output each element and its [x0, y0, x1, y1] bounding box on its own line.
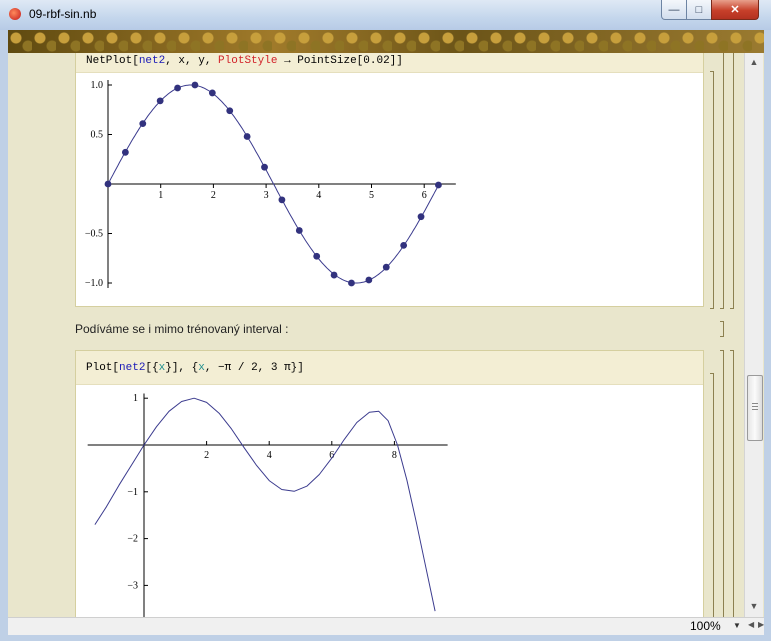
symbol-net2: net2	[119, 361, 146, 374]
mathematica-app-icon	[9, 8, 21, 20]
training-point	[261, 163, 268, 171]
cell-bracket[interactable]	[720, 350, 724, 617]
cell-group-bracket[interactable]	[730, 350, 734, 617]
training-point	[174, 84, 181, 92]
training-point	[295, 227, 303, 234]
zoom-dropdown-icon[interactable]: ▼	[733, 621, 741, 630]
grip-line	[752, 403, 758, 404]
cell-bracket[interactable]	[720, 53, 724, 309]
window-title: 09-rbf-sin.nb	[29, 7, 97, 21]
y-tick-label: −0.5	[85, 229, 103, 240]
training-point	[208, 89, 216, 97]
symbol-net2: net2	[138, 55, 166, 67]
training-point	[243, 133, 251, 140]
training-point	[278, 196, 286, 204]
token: }], {	[165, 361, 199, 374]
training-point	[156, 97, 164, 105]
y-tick-label: −3	[127, 580, 138, 591]
x-tick-label: 6	[422, 190, 427, 201]
y-tick-label: 1.0	[91, 80, 104, 91]
training-point	[121, 148, 129, 156]
training-point	[365, 276, 373, 284]
cell-bracket[interactable]	[720, 321, 724, 337]
close-icon: ✕	[730, 4, 740, 16]
minimize-button[interactable]: —	[661, 0, 687, 20]
input-cell-1[interactable]: NetPlot[net2, x, y, PlotStyle → PointSiz…	[76, 53, 703, 73]
scrollbar-thumb[interactable]	[747, 375, 763, 441]
fn-plot: Plot	[86, 361, 113, 374]
window-frame-right	[764, 30, 771, 635]
training-point	[139, 120, 147, 128]
maximize-button[interactable]: □	[686, 0, 712, 20]
net2-curve	[94, 397, 436, 612]
input-cell-2[interactable]: Plot[net2[{x}], {x, −π / 2, 3 π}]	[76, 351, 703, 385]
maximize-icon: □	[695, 3, 703, 16]
training-point	[382, 263, 390, 271]
notebook-document: NetPlot[net2, x, y, PlotStyle → PointSiz…	[8, 53, 741, 617]
token: , −π / 2, 3 π}]	[204, 361, 304, 374]
fn-netplot: NetPlot	[86, 55, 133, 67]
status-bar: 100% ▼ ◀ ▶	[8, 617, 764, 636]
vertical-scrollbar[interactable]: ▲ ▼	[744, 53, 763, 617]
scroll-right-arrow-icon[interactable]: ▶	[758, 620, 765, 629]
cell-bracket[interactable]	[710, 373, 714, 617]
training-point	[348, 279, 355, 287]
y-tick-label: 0.5	[91, 130, 104, 141]
minimize-icon: —	[668, 3, 680, 16]
training-point	[226, 107, 234, 115]
x-tick-label: 5	[369, 190, 374, 201]
input-output-cell-2: Plot[net2[{x}], {x, −π / 2, 3 π}] 2 4 6 8 1−…	[75, 350, 704, 617]
y-tick-label: −1.0	[85, 278, 103, 289]
input-output-cell-1: NetPlot[net2, x, y, PlotStyle → PointSiz…	[75, 53, 704, 307]
x-tick-label: 8	[392, 450, 397, 461]
x-tick-label: 6	[329, 450, 334, 461]
training-point	[104, 180, 112, 188]
notebook-style-banner	[8, 30, 764, 53]
token: , x, y,	[165, 55, 219, 67]
var-x: x	[158, 361, 166, 374]
zoom-level[interactable]: 100%	[690, 619, 721, 633]
training-point	[330, 271, 338, 279]
token: → PointSize[0.02]]	[277, 55, 403, 67]
training-point	[400, 241, 408, 249]
grip-line	[752, 409, 758, 410]
training-point	[417, 213, 425, 221]
window-frame-bottom	[0, 635, 771, 641]
scroll-left-arrow-icon[interactable]: ◀	[748, 620, 755, 629]
window-frame-left	[0, 30, 8, 635]
netplot-graphic[interactable]: 1 2 3 4 5 6 1.0 0.5 −0.5 −1.0	[76, 73, 476, 303]
token: [	[132, 55, 139, 67]
x-tick-label: 4	[267, 450, 272, 461]
token: [{	[145, 361, 159, 374]
training-point	[313, 252, 321, 260]
x-tick-label: 1	[158, 190, 163, 201]
scroll-down-arrow-icon[interactable]: ▼	[749, 601, 759, 611]
x-tick-label: 2	[204, 450, 209, 461]
title-bar: 09-rbf-sin.nb — □ ✕	[0, 0, 771, 31]
plot-graphic[interactable]: 2 4 6 8 1 −1 −2 −3	[76, 385, 476, 617]
cell-bracket[interactable]	[710, 71, 714, 309]
y-tick-label: −1	[127, 487, 138, 498]
training-point	[435, 181, 442, 189]
text-cell[interactable]: Podíváme se i mimo trénovaný interval :	[75, 322, 289, 336]
training-point	[191, 81, 199, 89]
scroll-up-arrow-icon[interactable]: ▲	[749, 57, 759, 67]
cell-group-bracket[interactable]	[730, 53, 734, 309]
y-tick-label: −2	[127, 534, 138, 545]
token: [	[112, 361, 120, 374]
option-plotstyle: PlotStyle	[218, 55, 278, 67]
x-tick-label: 4	[316, 190, 321, 201]
y-tick-label: 1	[133, 393, 138, 404]
x-tick-label: 3	[264, 190, 269, 201]
close-button[interactable]: ✕	[711, 0, 759, 20]
grip-line	[752, 406, 758, 407]
x-tick-label: 2	[211, 190, 216, 201]
var-x: x	[198, 361, 205, 374]
